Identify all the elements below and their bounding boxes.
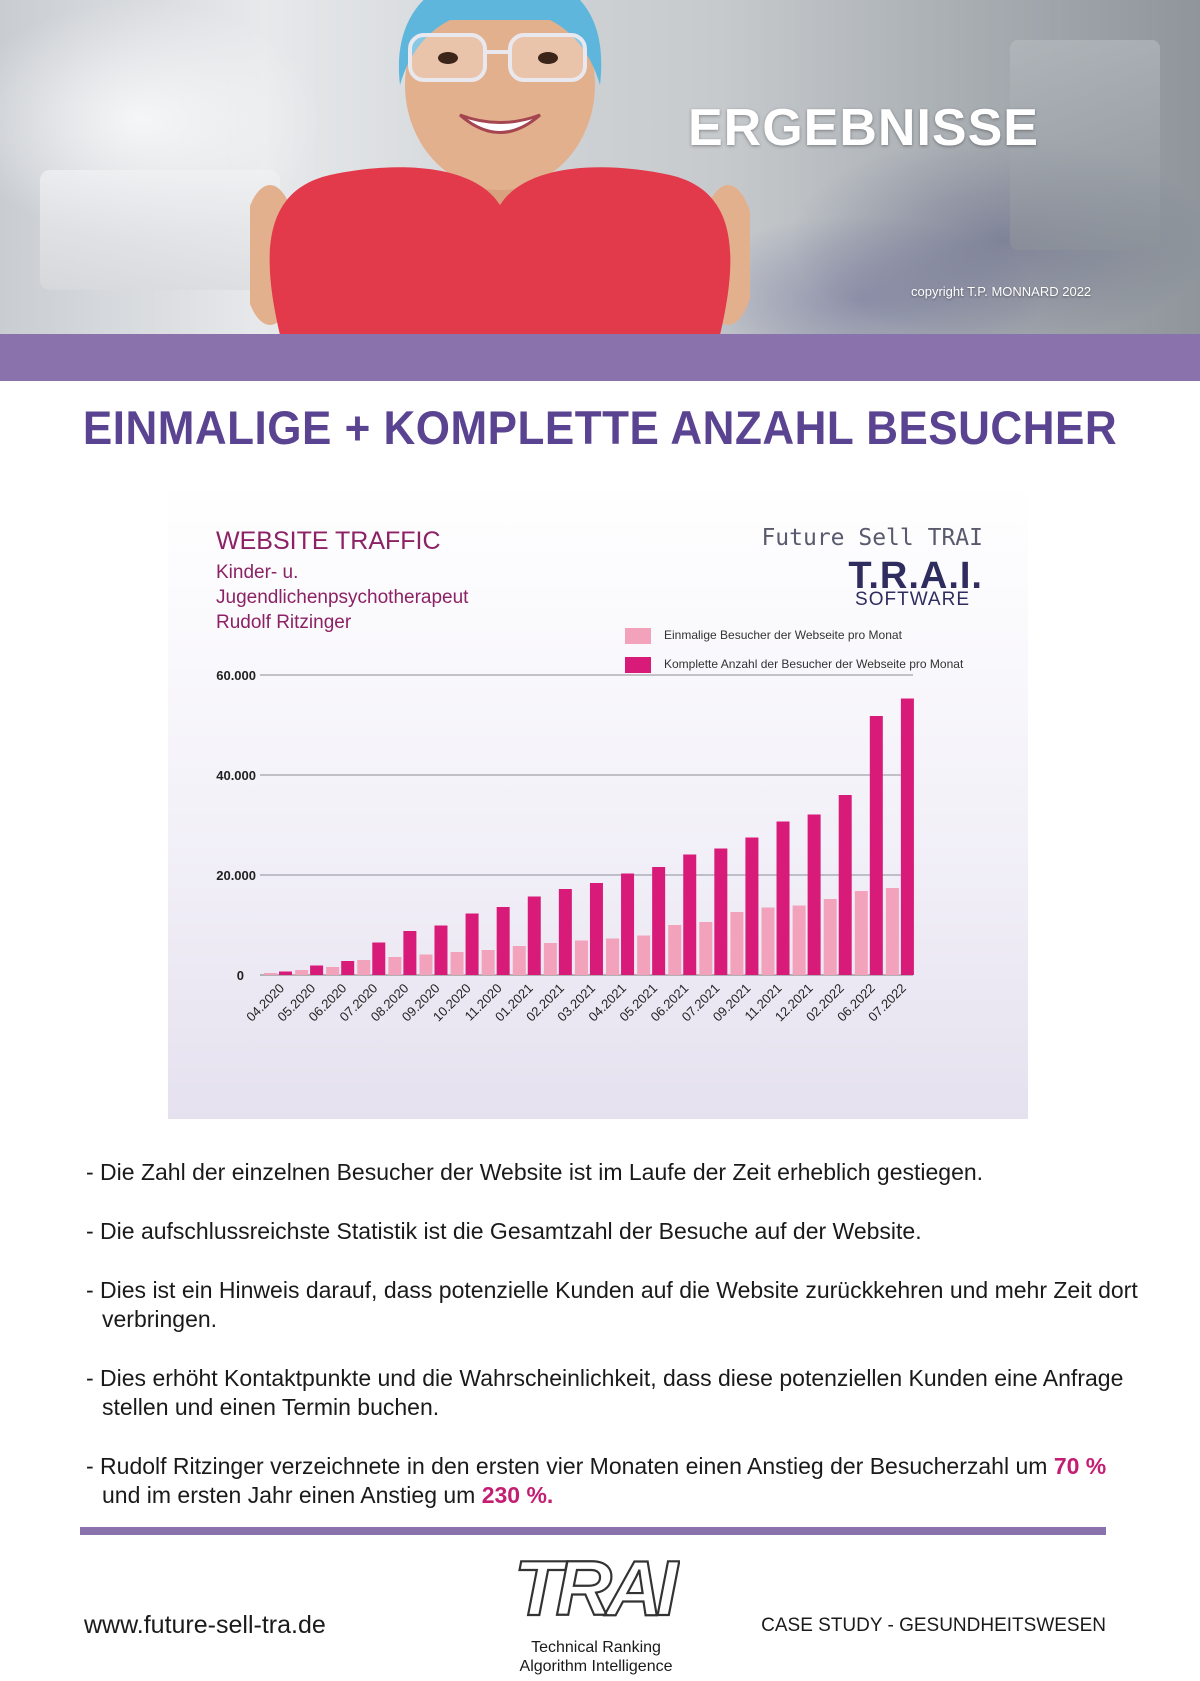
bar-unique-visitors (357, 960, 371, 975)
chart-subtitle-line: Jugendlichenpsychotherapeut (216, 587, 469, 608)
bar-unique-visitors (854, 891, 868, 975)
brand-sub: SOFTWARE (855, 589, 970, 610)
bar-chart: 020.00040.00060.00004.202005.202006.2020… (216, 668, 914, 1024)
legend-swatch-unique (625, 628, 651, 644)
bullet-list: - Die Zahl der einzelnen Besucher der We… (86, 1158, 1146, 1510)
bar-total-visitors (807, 814, 821, 975)
legend-swatch-total (625, 657, 651, 673)
bar-unique-visitors (481, 950, 495, 975)
y-tick-label: 40.000 (216, 768, 256, 783)
bar-total-visitors (403, 931, 417, 975)
bar-total-visitors (869, 716, 883, 975)
bar-unique-visitors (419, 954, 433, 975)
brand-logo: T.R.A.I. (848, 555, 983, 597)
bullet-item-growth: - Rudolf Ritzinger verzeichnete in den e… (86, 1452, 1146, 1510)
bar-total-visitors (714, 848, 728, 975)
y-tick-label: 20.000 (216, 868, 256, 883)
chart-panel: WEBSITE TRAFFIC Kinder- u. Jugendlichenp… (168, 483, 1028, 1119)
bar-unique-visitors (792, 905, 806, 975)
bar-total-visitors (341, 961, 355, 975)
bar-total-visitors (310, 965, 324, 975)
logo-subtitle-line: Algorithm Intelligence (519, 1658, 673, 1675)
bar-total-visitors (527, 896, 541, 975)
bar-total-visitors (900, 698, 914, 975)
hero-nurse-holding-heart-image (250, 0, 750, 335)
bar-total-visitors (279, 971, 292, 975)
bar-unique-visitors (823, 899, 837, 975)
highlight-first-months: 70 % (1053, 1453, 1107, 1479)
bullet-text: - Rudolf Ritzinger verzeichnete in den e… (86, 1453, 1054, 1479)
bar-unique-visitors (543, 943, 557, 975)
chart-subtitle-line: Kinder- u. (216, 562, 299, 583)
footer-website-link[interactable]: www.future-sell-tra.de (84, 1611, 326, 1639)
chart-subtitle: Kinder- u. Jugendlichenpsychotherapeut R… (216, 560, 468, 635)
bar-total-visitors (652, 867, 666, 975)
hero-banner: ERGEBNISSE copyright T.P. MONNARD 2022 (0, 0, 1200, 335)
hero-purple-band (0, 334, 1200, 381)
logo-subtitle: Technical Ranking Algorithm Intelligence (490, 1638, 702, 1676)
bar-unique-visitors (699, 922, 713, 975)
bar-unique-visitors (761, 907, 775, 975)
bullet-item: - Dies ist ein Hinweis darauf, dass pote… (86, 1277, 1138, 1332)
bullet-item: - Dies erhöht Kontaktpunkte und die Wahr… (86, 1365, 1124, 1420)
trai-logo: TRAI (513, 1545, 680, 1627)
bar-total-visitors (372, 942, 386, 975)
bar-unique-visitors (574, 940, 588, 975)
bar-unique-visitors (295, 970, 309, 975)
bar-total-visitors (496, 907, 510, 975)
bar-unique-visitors (512, 946, 526, 975)
hero-copyright: copyright T.P. MONNARD 2022 (911, 284, 1092, 299)
bar-unique-visitors (885, 888, 899, 975)
y-tick-label: 0 (237, 968, 244, 983)
hero-title: ERGEBNISSE (688, 99, 1039, 157)
logo-subtitle-line: Technical Ranking (531, 1639, 661, 1656)
bar-total-visitors (745, 837, 759, 975)
legend-item-total: Komplette Anzahl der Besucher der Websei… (625, 657, 963, 673)
bar-unique-visitors (730, 912, 744, 975)
bar-total-visitors (683, 854, 697, 975)
bar-unique-visitors (450, 952, 464, 975)
legend-item-unique: Einmalige Besucher der Webseite pro Mona… (625, 628, 902, 644)
brand-line: Future Sell TRAI (761, 525, 983, 551)
bar-unique-visitors (264, 973, 277, 975)
chart-subtitle-line: Rudolf Ritzinger (216, 612, 352, 633)
bullet-item: - Die Zahl der einzelnen Besucher der We… (86, 1159, 984, 1185)
footer-case-study: CASE STUDY - GESUNDHEITSWESEN (761, 1615, 1106, 1636)
trai-logo-text: TRAI (514, 1545, 679, 1627)
bar-total-visitors (776, 821, 790, 975)
hero-background-machine (1010, 40, 1160, 250)
highlight-first-year: 230 %. (481, 1482, 554, 1508)
bar-unique-visitors (388, 957, 402, 975)
bar-total-visitors (838, 795, 852, 975)
bar-unique-visitors (668, 925, 682, 975)
legend-label-total: Komplette Anzahl der Besucher der Websei… (664, 657, 964, 672)
bar-unique-visitors (637, 935, 651, 975)
footer-divider (80, 1527, 1106, 1535)
page-heading: EINMALIGE + KOMPLETTE ANZAHL BESUCHER (82, 402, 1118, 455)
bar-total-visitors (589, 883, 603, 975)
bar-unique-visitors (326, 967, 340, 975)
bar-unique-visitors (606, 938, 620, 975)
bar-total-visitors (465, 913, 479, 975)
bar-total-visitors (558, 889, 572, 975)
bar-total-visitors (434, 925, 448, 975)
bullet-text: und im ersten Jahr einen Anstieg um (102, 1482, 482, 1508)
bar-total-visitors (621, 873, 635, 975)
hero-background-bed (40, 170, 280, 290)
bullet-item: - Die aufschlussreichste Statistik ist d… (86, 1218, 922, 1244)
legend-label-unique: Einmalige Besucher der Webseite pro Mona… (664, 628, 902, 643)
y-tick-label: 60.000 (216, 668, 256, 683)
chart-title: WEBSITE TRAFFIC (216, 527, 441, 555)
